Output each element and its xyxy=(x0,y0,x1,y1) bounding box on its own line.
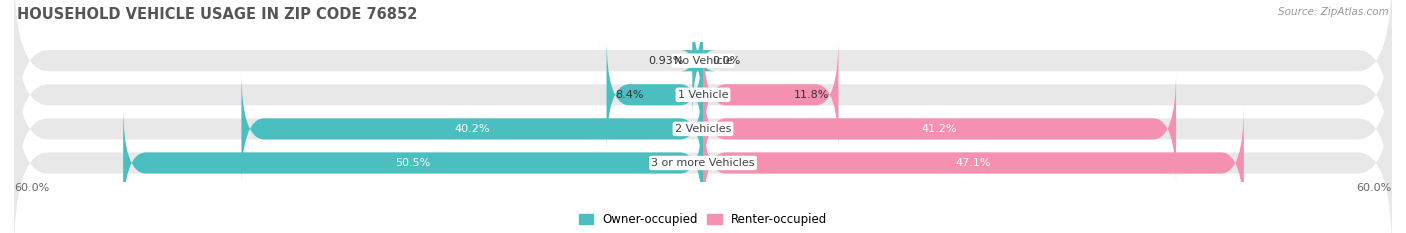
FancyBboxPatch shape xyxy=(703,71,1175,186)
Text: 1 Vehicle: 1 Vehicle xyxy=(678,90,728,100)
FancyBboxPatch shape xyxy=(703,105,1244,221)
Text: 3 or more Vehicles: 3 or more Vehicles xyxy=(651,158,755,168)
Text: 41.2%: 41.2% xyxy=(922,124,957,134)
Text: 50.5%: 50.5% xyxy=(395,158,430,168)
FancyBboxPatch shape xyxy=(14,37,1392,221)
Text: Source: ZipAtlas.com: Source: ZipAtlas.com xyxy=(1278,7,1389,17)
Text: 2 Vehicles: 2 Vehicles xyxy=(675,124,731,134)
Text: 60.0%: 60.0% xyxy=(14,183,49,193)
FancyBboxPatch shape xyxy=(606,37,703,152)
Text: 0.0%: 0.0% xyxy=(713,56,741,66)
Text: 8.4%: 8.4% xyxy=(616,90,644,100)
Text: 40.2%: 40.2% xyxy=(454,124,489,134)
FancyBboxPatch shape xyxy=(681,3,716,118)
Text: No Vehicle: No Vehicle xyxy=(673,56,733,66)
Text: 60.0%: 60.0% xyxy=(1357,183,1392,193)
Legend: Owner-occupied, Renter-occupied: Owner-occupied, Renter-occupied xyxy=(579,213,827,226)
FancyBboxPatch shape xyxy=(14,0,1392,152)
FancyBboxPatch shape xyxy=(14,71,1392,233)
FancyBboxPatch shape xyxy=(124,105,703,221)
FancyBboxPatch shape xyxy=(14,3,1392,186)
FancyBboxPatch shape xyxy=(703,37,838,152)
Text: HOUSEHOLD VEHICLE USAGE IN ZIP CODE 76852: HOUSEHOLD VEHICLE USAGE IN ZIP CODE 7685… xyxy=(17,7,418,22)
FancyBboxPatch shape xyxy=(242,71,703,186)
Text: 11.8%: 11.8% xyxy=(794,90,830,100)
Text: 47.1%: 47.1% xyxy=(956,158,991,168)
Text: 0.93%: 0.93% xyxy=(648,56,683,66)
